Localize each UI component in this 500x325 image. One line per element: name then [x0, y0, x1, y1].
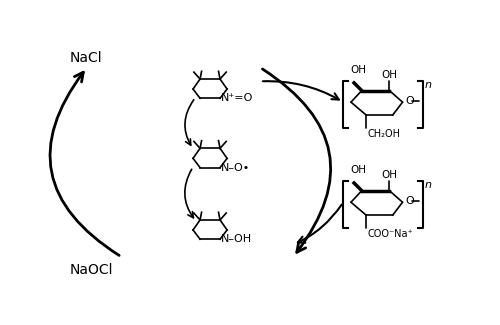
Text: OH: OH [350, 65, 366, 75]
Text: NaOCl: NaOCl [70, 263, 114, 277]
Text: n: n [424, 180, 431, 190]
Text: N–O•: N–O• [221, 162, 250, 173]
Text: OH: OH [350, 165, 366, 175]
Text: N–OH: N–OH [221, 234, 252, 244]
Text: O: O [406, 96, 414, 106]
Text: n: n [424, 80, 431, 90]
Text: N⁺=O: N⁺=O [221, 93, 253, 103]
Text: O: O [406, 196, 414, 206]
Text: CH₂OH: CH₂OH [367, 129, 400, 139]
Text: OH: OH [382, 70, 398, 80]
Text: COO⁻Na⁺: COO⁻Na⁺ [367, 229, 413, 239]
Text: NaCl: NaCl [70, 51, 102, 65]
Text: OH: OH [382, 170, 398, 180]
